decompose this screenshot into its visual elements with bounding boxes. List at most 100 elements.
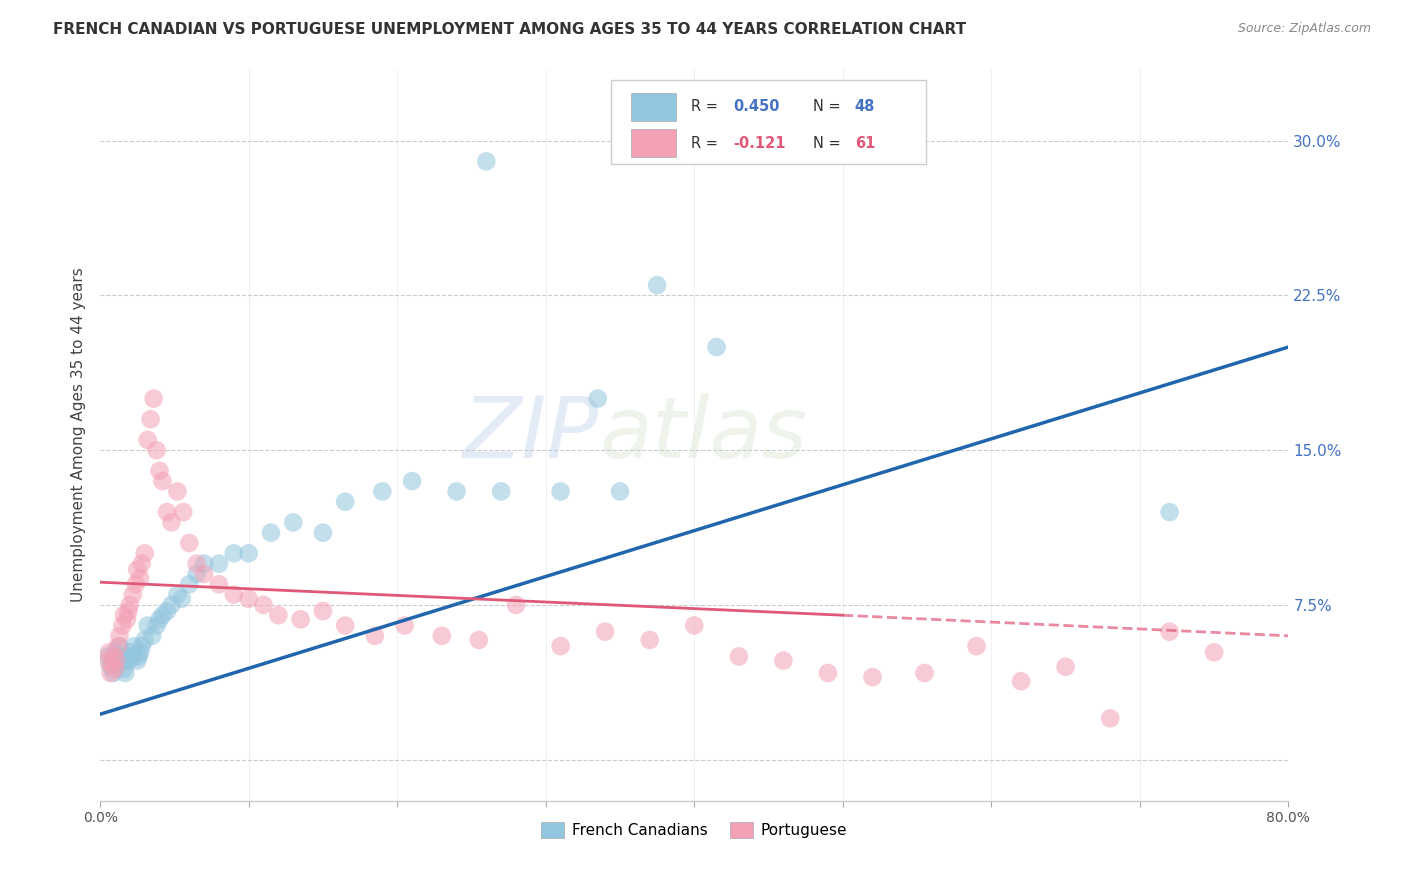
Point [115, 649, 138, 664]
Point [489, 484, 512, 499]
Point [118, 598, 141, 612]
Point [166, 588, 188, 602]
Point [364, 629, 387, 643]
Point [110, 649, 132, 664]
Point [127, 563, 149, 577]
Text: 48: 48 [855, 99, 875, 114]
Point [179, 577, 201, 591]
Point [179, 536, 201, 550]
Point [475, 154, 498, 169]
Point [186, 557, 208, 571]
Point [160, 598, 183, 612]
Point [124, 639, 146, 653]
Point [117, 654, 139, 668]
Point [105, 654, 128, 668]
Point [914, 665, 936, 680]
Text: ZIP: ZIP [463, 393, 599, 476]
Point [401, 474, 423, 488]
FancyBboxPatch shape [612, 79, 927, 164]
Point [100, 660, 122, 674]
Point [1099, 711, 1122, 725]
Point [394, 618, 416, 632]
Point [1159, 624, 1181, 639]
Point [142, 392, 165, 406]
Point [118, 645, 141, 659]
Point [172, 505, 194, 519]
Legend: French Canadians, Portuguese: French Canadians, Portuguese [536, 816, 853, 845]
Point [446, 484, 468, 499]
Text: FRENCH CANADIAN VS PORTUGUESE UNEMPLOYMENT AMONG AGES 35 TO 44 YEARS CORRELATION: FRENCH CANADIAN VS PORTUGUESE UNEMPLOYME… [53, 22, 966, 37]
Point [505, 598, 527, 612]
Point [128, 649, 150, 664]
Point [131, 557, 153, 571]
Point [129, 645, 152, 659]
Point [129, 571, 152, 585]
Point [186, 566, 208, 581]
Point [127, 654, 149, 668]
Text: -0.121: -0.121 [734, 136, 786, 151]
Point [208, 577, 231, 591]
Point [170, 591, 193, 606]
Text: N =: N = [813, 99, 845, 114]
Point [430, 629, 453, 643]
Point [260, 525, 283, 540]
Point [222, 546, 245, 560]
Point [772, 654, 794, 668]
Text: N =: N = [813, 136, 845, 151]
Point [148, 464, 170, 478]
Point [593, 624, 616, 639]
Point [136, 618, 159, 632]
Point [238, 546, 260, 560]
Point [550, 484, 572, 499]
Point [107, 639, 129, 653]
Text: atlas: atlas [599, 393, 807, 476]
Point [371, 484, 394, 499]
Point [105, 654, 128, 668]
Point [112, 608, 135, 623]
Point [96, 654, 118, 668]
Point [1159, 505, 1181, 519]
Point [131, 639, 153, 653]
Point [193, 566, 215, 581]
Point [152, 474, 174, 488]
Point [103, 649, 125, 664]
Point [312, 604, 335, 618]
Point [103, 665, 125, 680]
Point [166, 484, 188, 499]
Point [107, 657, 129, 672]
Point [645, 278, 668, 293]
Point [148, 612, 170, 626]
Text: 61: 61 [855, 136, 875, 151]
Point [115, 612, 138, 626]
Point [550, 639, 572, 653]
Point [267, 608, 290, 623]
Point [111, 618, 134, 632]
Point [252, 598, 274, 612]
Point [966, 639, 988, 653]
Point [152, 608, 174, 623]
Text: Source: ZipAtlas.com: Source: ZipAtlas.com [1237, 22, 1371, 36]
Point [222, 588, 245, 602]
Point [98, 645, 121, 659]
Point [208, 557, 231, 571]
Point [121, 588, 143, 602]
Point [706, 340, 728, 354]
Point [111, 654, 134, 668]
Point [101, 657, 124, 672]
Point [1204, 645, 1226, 659]
Point [312, 525, 335, 540]
Point [104, 662, 127, 676]
Point [117, 604, 139, 618]
Point [862, 670, 884, 684]
Point [125, 577, 148, 591]
Point [121, 649, 143, 664]
Point [586, 392, 609, 406]
Point [609, 484, 631, 499]
Point [1010, 674, 1032, 689]
Text: 0.450: 0.450 [734, 99, 780, 114]
Point [136, 433, 159, 447]
Point [108, 629, 131, 643]
Point [96, 649, 118, 664]
Point [100, 665, 122, 680]
FancyBboxPatch shape [631, 129, 676, 157]
